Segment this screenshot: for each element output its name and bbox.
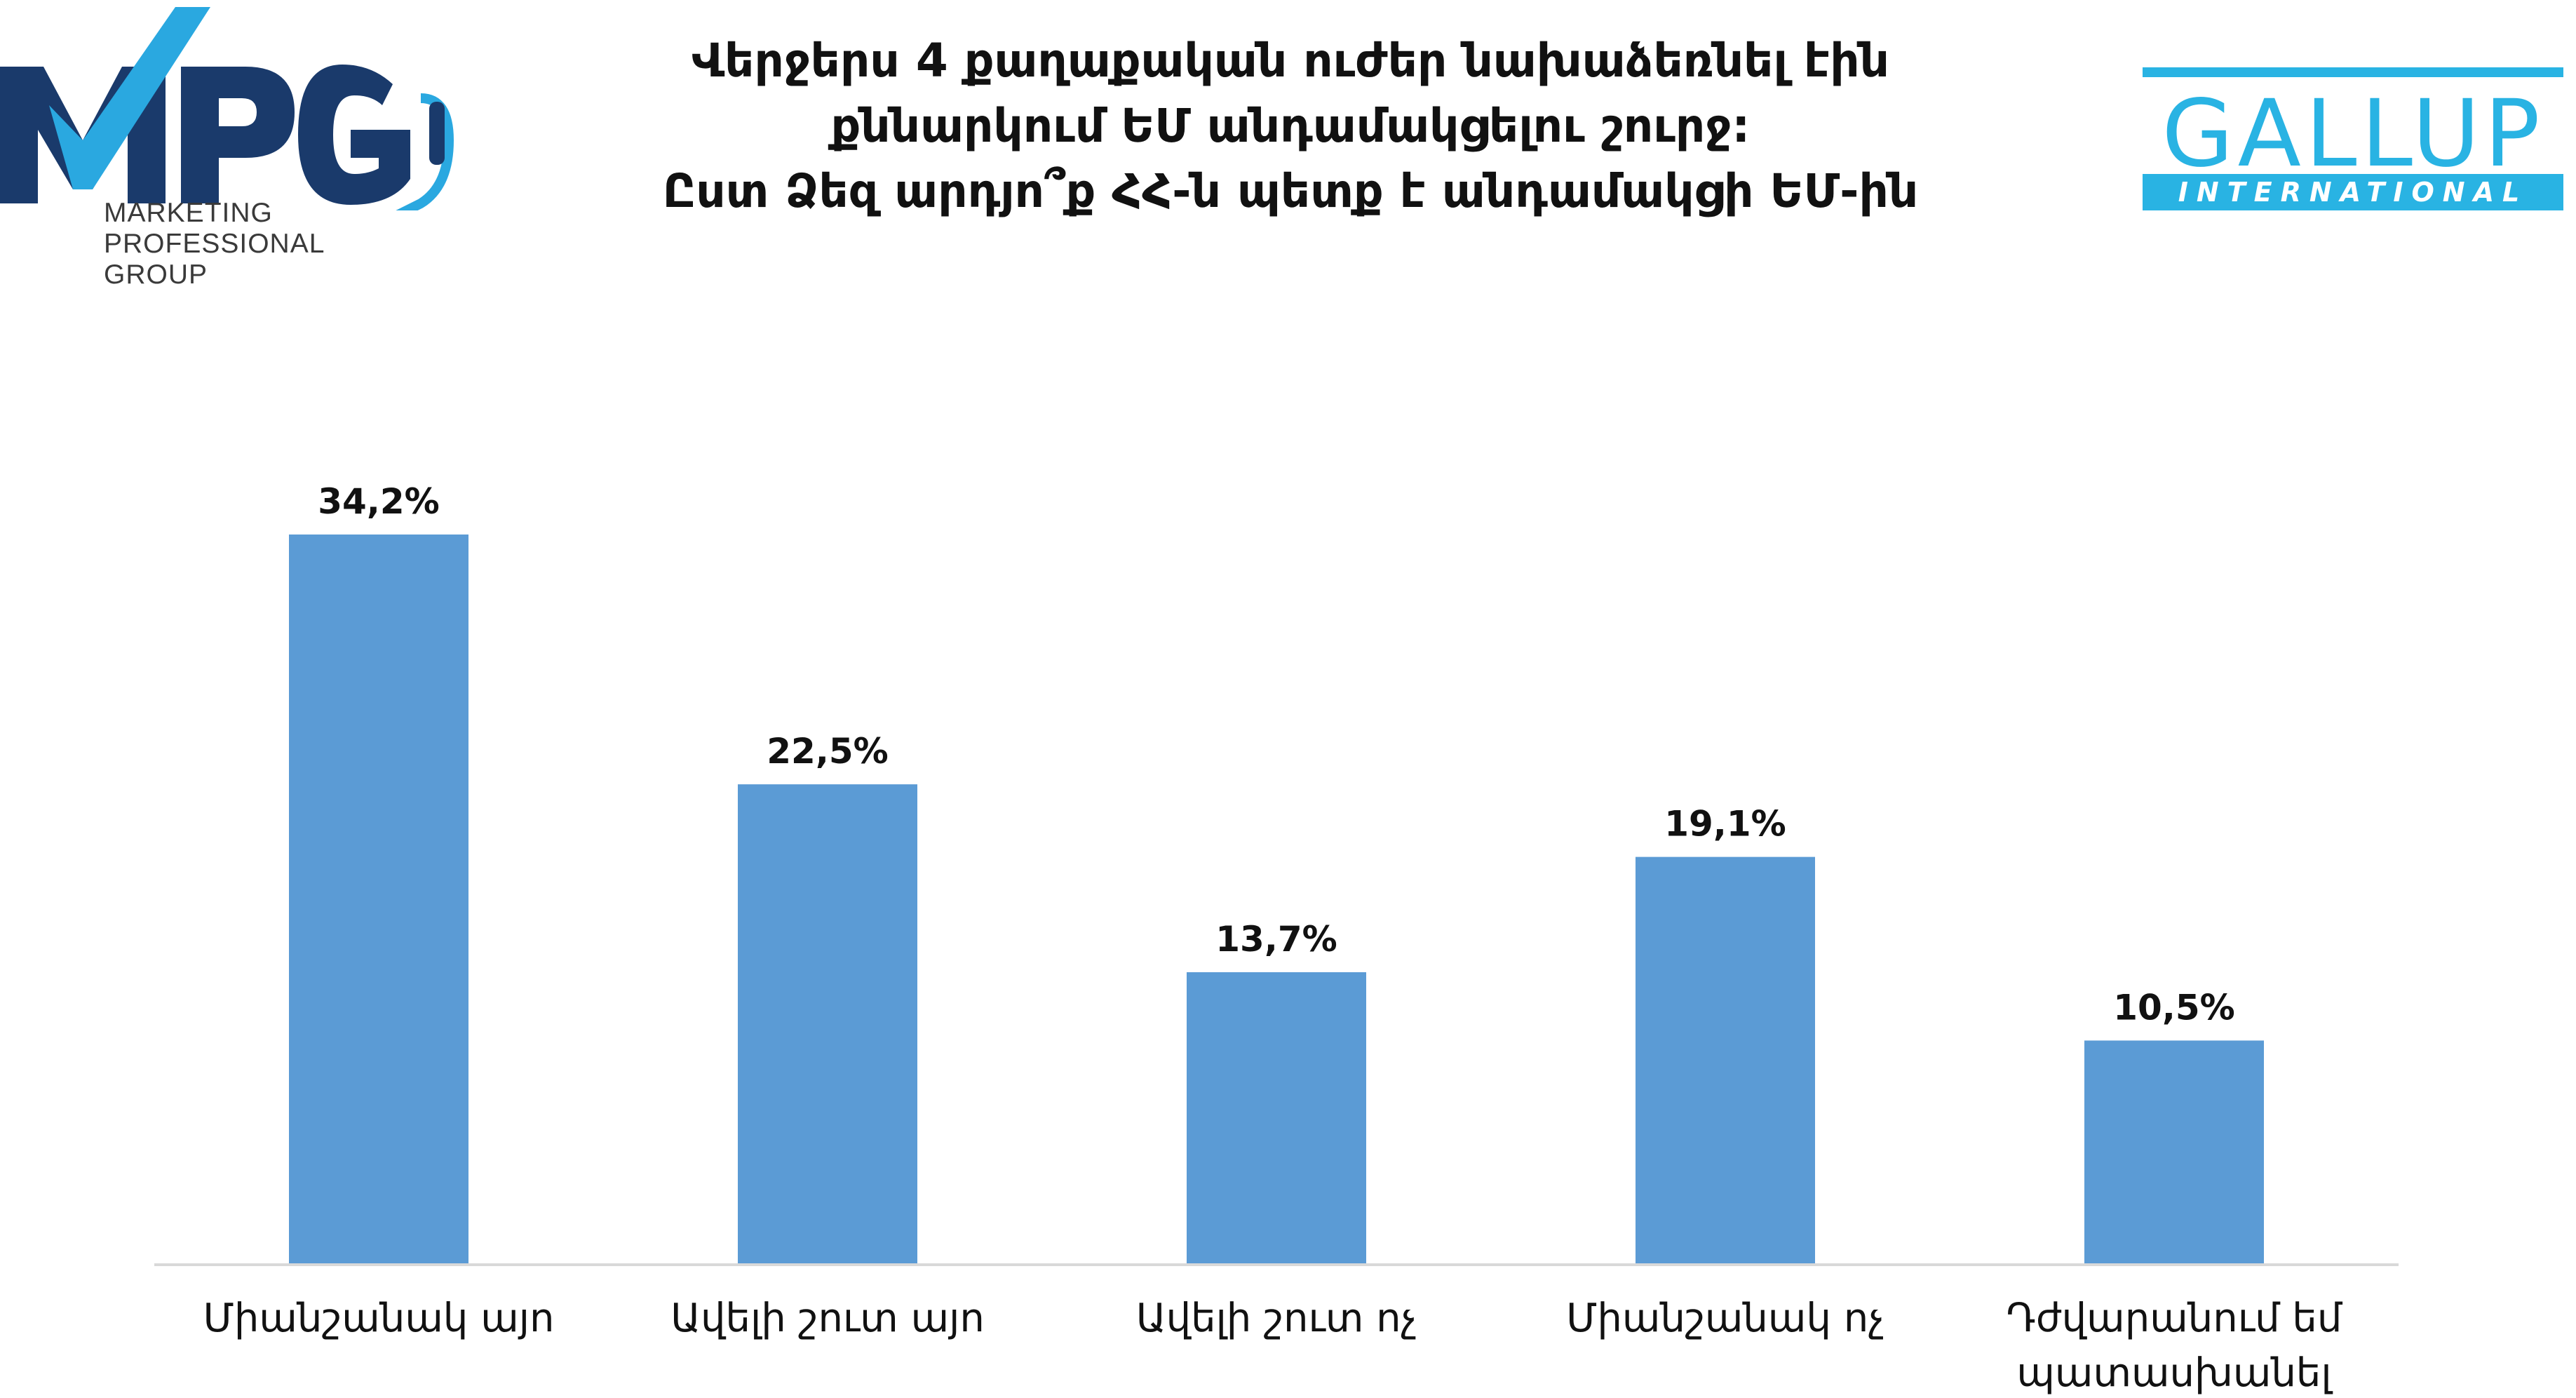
category-label: Միանշանակ ոչ [1566, 1296, 1884, 1341]
data-label: 13,7% [1215, 919, 1337, 960]
bar [1636, 856, 1815, 1265]
gallup-logo-bar [2143, 67, 2563, 77]
mpg-logo: MARKETING PROFESSIONAL GROUP [0, 0, 505, 295]
chart-title-line: քննարկում ԵՄ անդամակցելու շուրջ: [830, 99, 1751, 153]
bar [738, 784, 917, 1265]
category-label: Միանշանակ այո [203, 1296, 555, 1341]
gallup-logo-word: GALLUP [2162, 80, 2544, 188]
data-label: 10,5% [2113, 987, 2234, 1028]
bar [1187, 972, 1366, 1265]
data-label: 34,2% [318, 481, 439, 522]
mpg-subtitle-line: PROFESSIONAL [104, 229, 325, 259]
data-label: 22,5% [767, 731, 888, 772]
mpg-subtitle-line: GROUP [104, 260, 208, 290]
chart-title-line: Վերջերս 4 քաղաքական ուժեր նախաձեռնել էին [691, 34, 1890, 88]
bar [2084, 1040, 2264, 1265]
gallup-logo-band: INTERNATIONAL [2143, 174, 2563, 210]
category-label: Դժվարանում եմ [2007, 1296, 2343, 1341]
category-labels: Միանշանակ այո Ավելի շուտ այո Ավելի շուտ ոչ… [203, 1296, 2343, 1396]
chart-title-line: Ըստ Ձեզ արդյո՞ք ՀՀ-ն պետք է անդամակցի ԵՄ… [662, 164, 1919, 218]
mpg-logo-subtitle: MARKETING PROFESSIONAL GROUP [104, 198, 325, 290]
category-label: Ավելի շուտ այո [670, 1296, 985, 1341]
category-label: պատասխանել [2016, 1350, 2333, 1396]
data-label: 19,1% [1664, 804, 1786, 845]
value-labels: 34,2% 22,5% 13,7% 19,1% 10,5% [318, 481, 2234, 1028]
gallup-logo: GALLUP INTERNATIONAL [2143, 67, 2563, 222]
mpg-logo-mark [0, 7, 454, 240]
category-label: Ավելի շուտ ոչ [1136, 1296, 1417, 1341]
chart-title: Վերջերս 4 քաղաքական ուժեր նախաձեռնել էին… [547, 28, 2034, 224]
bars [289, 535, 2264, 1265]
mpg-subtitle-line: MARKETING [104, 198, 273, 228]
bar [289, 535, 468, 1265]
